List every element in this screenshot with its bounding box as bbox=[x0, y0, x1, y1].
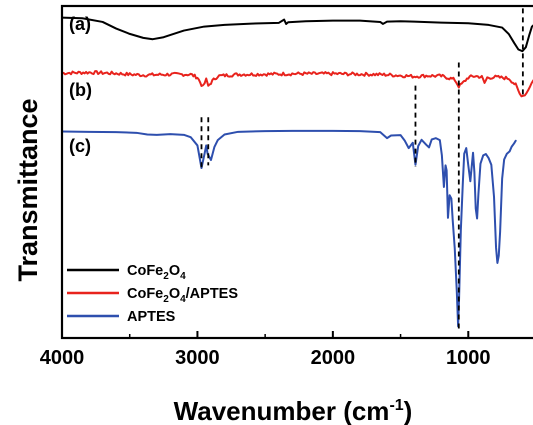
legend: CoFe2O4 CoFe2O4/APTES APTES bbox=[67, 263, 238, 325]
legend-label-cofe2o4-aptes: CoFe2O4/APTES bbox=[127, 286, 238, 305]
legend-label-cofe2o4: CoFe2O4 bbox=[127, 263, 186, 282]
trace-label-a: (a) bbox=[69, 14, 91, 34]
trace-label-c: (c) bbox=[69, 136, 91, 156]
trace-label-layer: (a) (b) (c) bbox=[69, 14, 92, 156]
series-line-cofe2o4-aptes bbox=[62, 70, 533, 98]
plot-frame bbox=[60, 4, 533, 340]
x-axis-label: Wavenumber (cm-1) bbox=[174, 396, 413, 425]
series-layer bbox=[62, 16, 533, 328]
legend-label-aptes: APTES bbox=[127, 309, 176, 325]
x-tick-label-2000: 2000 bbox=[311, 347, 356, 369]
dashed-marker-layer bbox=[200, 8, 524, 330]
x-axis-ticks: 4000 3000 2000 1000 bbox=[40, 331, 491, 369]
x-tick-label-4000: 4000 bbox=[40, 347, 85, 369]
x-tick-label-3000: 3000 bbox=[175, 347, 220, 369]
series-line-cofe2o4 bbox=[62, 16, 533, 53]
y-axis-label: Transmittance bbox=[13, 98, 43, 281]
x-tick-label-1000: 1000 bbox=[446, 347, 491, 369]
trace-label-b: (b) bbox=[69, 80, 92, 100]
